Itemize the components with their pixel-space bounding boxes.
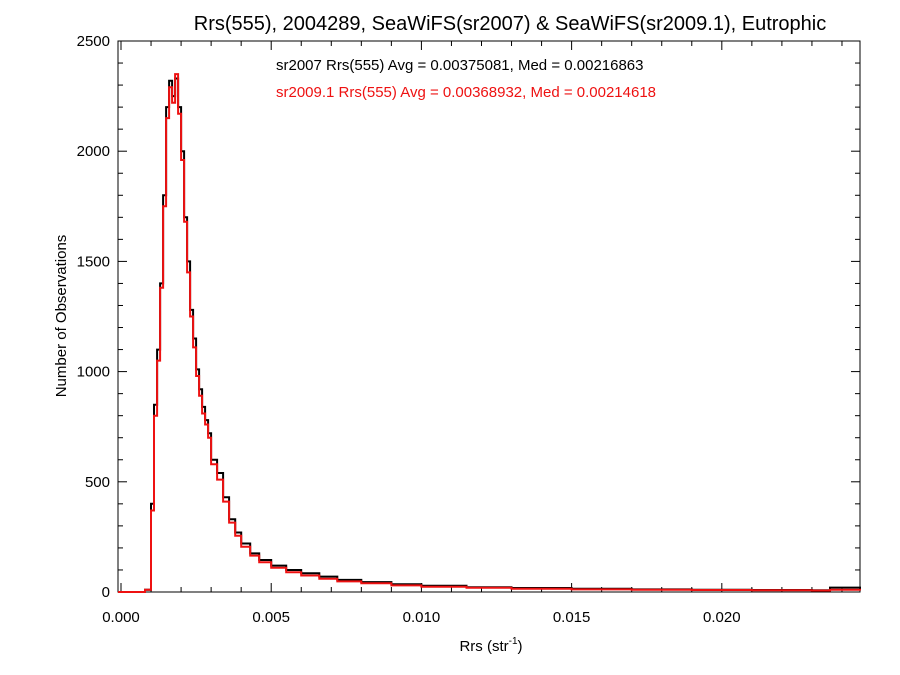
y-axis-label: Number of Observations: [53, 235, 70, 398]
y-tick-labels: 0 500 1000 1500 2000 2500: [77, 33, 110, 601]
y-tick-label: 2000: [77, 143, 110, 160]
y-tick-label: 1500: [77, 253, 110, 270]
y-tick-label: 0: [102, 584, 110, 601]
x-tick-label: 0.005: [252, 609, 290, 626]
y-tick-label: 500: [85, 474, 110, 491]
y-tick-label: 1000: [77, 364, 110, 381]
plot-frame: [117, 40, 861, 593]
plot-area: [117, 40, 861, 593]
x-tick-label: 0.000: [102, 609, 140, 626]
x-axis-label: Rrs (str-1): [459, 636, 522, 655]
series-group: [118, 73, 861, 593]
x-tick-label: 0.020: [703, 609, 741, 626]
x-tick-label: 0.010: [403, 609, 441, 626]
chart-title: Rrs(555), 2004289, SeaWiFS(sr2007) & Sea…: [194, 13, 827, 35]
x-tick-labels: 0.000 0.005 0.010 0.015 0.020: [102, 609, 740, 626]
x-axis-label-main: Rrs (str: [459, 638, 508, 655]
x-axis-label-end: ): [518, 638, 523, 655]
x-tick-label: 0.015: [553, 609, 591, 626]
axis-ticks: [118, 40, 860, 593]
y-tick-label: 2500: [77, 33, 110, 50]
annotation-sr2009: sr2009.1 Rrs(555) Avg = 0.00368932, Med …: [276, 84, 656, 101]
x-axis-label-superscript: -1: [509, 636, 518, 647]
annotation-sr2007: sr2007 Rrs(555) Avg = 0.00375081, Med = …: [276, 57, 644, 74]
series-line-sr2009: [118, 73, 861, 593]
